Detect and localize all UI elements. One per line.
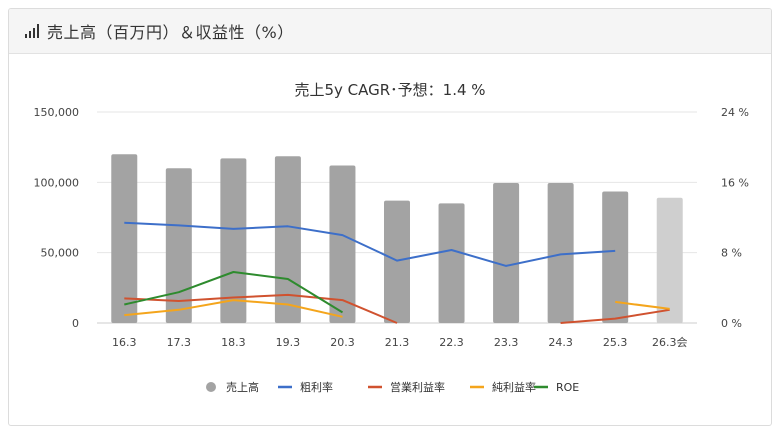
legend-label: 売上高 <box>226 380 259 394</box>
legend-label: ROE <box>556 381 579 394</box>
bar-sales <box>438 203 465 323</box>
y-left-tick-label: 0 <box>72 317 79 330</box>
bar-sales <box>602 191 629 323</box>
bar-sales <box>547 183 574 323</box>
line-series-3 <box>615 300 670 310</box>
bar-sales <box>493 183 520 323</box>
x-tick-label: 25.3 <box>603 336 628 349</box>
y-left-tick-label: 50,000 <box>41 247 80 260</box>
legend-label: 粗利率 <box>300 380 333 394</box>
y-right-tick-label: 8 % <box>721 247 742 260</box>
line-series-2 <box>124 293 398 324</box>
x-tick-label: 16.3 <box>112 336 137 349</box>
y-right-tick-label: 0 % <box>721 317 742 330</box>
bar-sales <box>220 158 247 323</box>
x-tick-label: 17.3 <box>167 336 192 349</box>
x-tick-label: 22.3 <box>439 336 464 349</box>
combo-chart: 売上5y CAGR･予想：1.4 % 0 50,000 100,000 150,000… <box>34 81 749 394</box>
x-tick-label: 23.3 <box>494 336 519 349</box>
chart-card: 売上高（百万円）＆収益性（%） 売上5y CAGR･予想：1.4 % 0 50,0… <box>8 8 772 426</box>
bar-sales <box>165 168 192 323</box>
y-right-tick-label: 16 % <box>721 176 749 189</box>
legend-label: 純利益率 <box>492 380 536 394</box>
chart-title: 売上5y CAGR･予想：1.4 % <box>294 81 485 99</box>
card-header: 売上高（百万円）＆収益性（%） <box>9 9 771 54</box>
legend-marker <box>206 382 216 392</box>
bar-chart-icon <box>25 24 39 38</box>
x-tick-label: 21.3 <box>385 336 410 349</box>
line-series-3 <box>124 299 343 318</box>
bar-sales <box>111 154 138 323</box>
line-series-4 <box>124 271 344 314</box>
bar-sales <box>274 156 301 323</box>
x-tick-label: 19.3 <box>276 336 301 349</box>
bar-sales <box>384 200 410 323</box>
x-tick-label: 26.3会 <box>652 336 688 349</box>
y-left-tick-label: 150,000 <box>34 106 80 119</box>
x-tick-label: 24.3 <box>548 336 573 349</box>
x-tick-label: 20.3 <box>330 336 355 349</box>
x-tick-label: 18.3 <box>221 336 246 349</box>
y-right-tick-label: 24 % <box>721 106 749 119</box>
card-title: 売上高（百万円）＆収益性（%） <box>47 23 294 42</box>
bar-sales <box>329 165 356 323</box>
bar-sales <box>656 197 683 323</box>
line-series-1 <box>124 221 616 267</box>
y-left-tick-label: 100,000 <box>34 176 80 189</box>
legend-label: 営業利益率 <box>390 380 445 394</box>
line-series-2 <box>560 308 670 324</box>
